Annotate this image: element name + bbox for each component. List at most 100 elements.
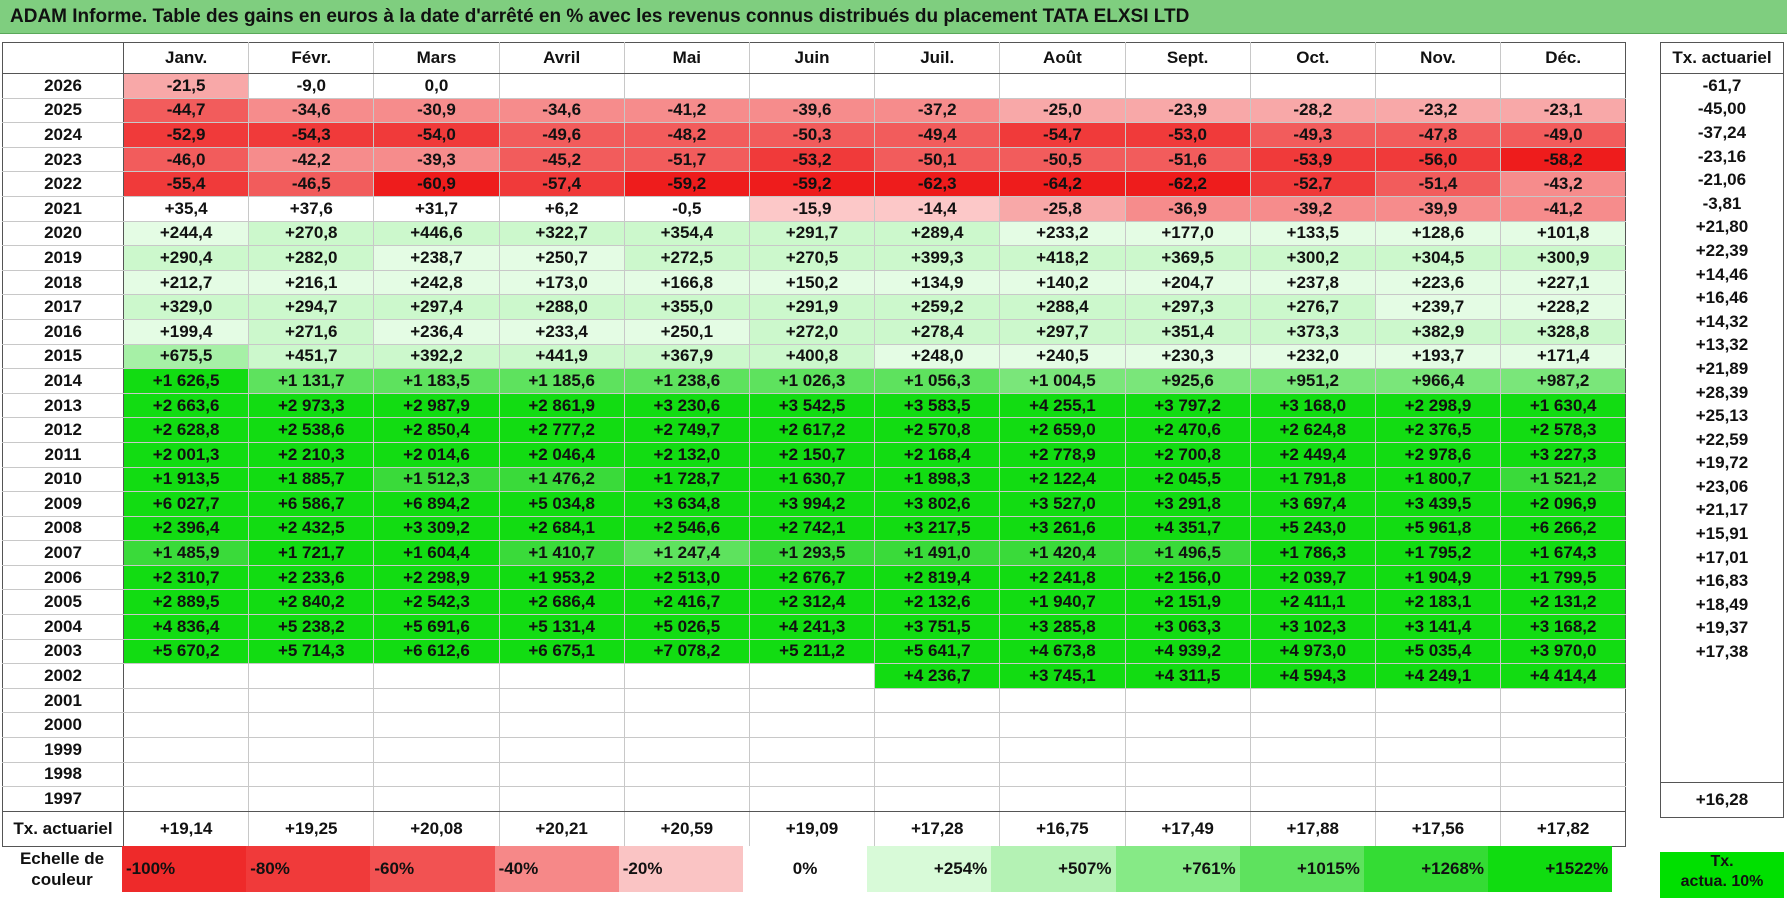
scale-swatch: +761% (1115, 846, 1240, 892)
table-row: 2018 +212,7 +216,1 +242,8 +173,0 +166,8 +150,2… (2, 269, 1627, 296)
gain-cell: +291,7 (748, 220, 876, 247)
year-cell: 2010 (2, 466, 124, 493)
gain-cell: +2 411,1 (1249, 589, 1376, 616)
year-cell: 1999 (2, 737, 124, 763)
side-tx-cell: +19,37 (1660, 616, 1784, 641)
gain-cell (623, 786, 750, 812)
gain-cell: -23,2 (1374, 97, 1502, 124)
side-header: Tx. actuariel (1660, 42, 1784, 74)
side-tx-cell (1660, 687, 1784, 712)
gain-cell (1249, 737, 1376, 763)
gain-cell: +291,9 (748, 294, 876, 320)
table-row: 2010 +1 913,5 +1 885,7 +1 512,3 +1 476,2 +1 7… (2, 466, 1627, 493)
gain-cell: +3 751,5 (874, 614, 1001, 640)
gain-cell: +3 168,0 (1249, 392, 1376, 419)
gain-cell: -23,9 (1124, 97, 1251, 124)
gain-cell: -60,9 (373, 171, 500, 197)
year-cell: 2023 (2, 146, 124, 173)
footer-cell: +17,56 (1374, 810, 1502, 847)
gain-cell: +35,4 (122, 195, 250, 222)
table-row: 2003 +5 670,2 +5 714,3 +6 612,6 +6 675,1 +7 0… (2, 638, 1627, 665)
gain-cell: +3 797,2 (1124, 392, 1251, 419)
gain-cell: -50,5 (999, 146, 1126, 173)
gain-cell: -45,2 (498, 146, 625, 173)
gain-cell (1374, 712, 1502, 739)
side-tx-cell: +21,17 (1660, 498, 1784, 523)
gain-cell: +3 285,8 (999, 614, 1126, 640)
gain-cell: -58,2 (1500, 146, 1627, 173)
gain-cell: +2 150,7 (748, 441, 876, 468)
gain-cell: +1 491,0 (874, 540, 1001, 566)
gain-cell (1500, 73, 1627, 99)
gain-cell: +259,2 (874, 294, 1001, 320)
gain-cell: +1 420,4 (999, 540, 1126, 566)
year-cell: 2001 (2, 687, 124, 714)
gain-cell: +322,7 (498, 220, 625, 247)
side-tx-cell: +23,06 (1660, 475, 1784, 499)
gain-cell (122, 761, 250, 788)
gain-cell: +223,6 (1374, 269, 1502, 296)
gain-cell (874, 737, 1001, 763)
gain-cell (248, 761, 375, 788)
gain-cell (122, 786, 250, 812)
gain-cell (1124, 761, 1251, 788)
year-cell: 2007 (2, 540, 124, 566)
year-cell: 1997 (2, 786, 124, 812)
gain-cell: +2 889,5 (122, 589, 250, 616)
gain-cell: -49,0 (1500, 122, 1627, 148)
gain-cell: +2 578,3 (1500, 417, 1627, 443)
gain-cell: +228,2 (1500, 294, 1627, 320)
gain-cell: +2 151,9 (1124, 589, 1251, 616)
gain-cell: +3 291,8 (1124, 491, 1251, 517)
gain-cell: +4 414,4 (1500, 663, 1627, 689)
gain-cell (498, 73, 625, 99)
gain-cell: +2 298,9 (373, 564, 500, 591)
gain-cell: +272,5 (623, 245, 750, 271)
gain-cell: +300,2 (1249, 245, 1376, 271)
footer-cell: +20,08 (373, 810, 500, 847)
gain-cell: +4 249,1 (1374, 663, 1502, 689)
gain-cell: +31,7 (373, 195, 500, 222)
year-cell: 2017 (2, 294, 124, 320)
gain-cell (498, 712, 625, 739)
gain-cell: +3 141,4 (1374, 614, 1502, 640)
gain-cell (748, 73, 876, 99)
scale-swatch: +254% (867, 846, 992, 892)
gain-cell: -54,7 (999, 122, 1126, 148)
gain-cell: -49,6 (498, 122, 625, 148)
gain-cell: +2 538,6 (248, 417, 375, 443)
gain-cell: +2 376,5 (1374, 417, 1502, 443)
side-tx-cell: +17,01 (1660, 545, 1784, 570)
page-title: ADAM Informe. Table des gains en euros à… (0, 0, 1787, 34)
gain-cell (623, 761, 750, 788)
gain-cell (1124, 786, 1251, 812)
gain-cell: +399,3 (874, 245, 1001, 271)
gain-cell: +3 542,5 (748, 392, 876, 419)
gain-cell: +101,8 (1500, 220, 1627, 247)
year-cell: 2000 (2, 712, 124, 739)
gain-cell: +2 570,8 (874, 417, 1001, 443)
gain-cell: +392,2 (373, 343, 500, 370)
gain-cell: +328,8 (1500, 318, 1627, 345)
table-row: 2021 +35,4 +37,6 +31,7 +6,2 -0,5 -15,9 -14,4 -25… (2, 195, 1627, 222)
gain-cell: -39,9 (1374, 195, 1502, 222)
gain-cell (248, 687, 375, 714)
gain-cell: +294,7 (248, 294, 375, 320)
gain-cell (1124, 712, 1251, 739)
gain-cell: +236,4 (373, 318, 500, 345)
gain-cell: +4 255,1 (999, 392, 1126, 419)
gain-cell: +1 026,3 (748, 368, 876, 394)
gain-cell: +248,0 (874, 343, 1001, 370)
gain-cell: +270,5 (748, 245, 876, 271)
gain-cell (1500, 687, 1627, 714)
footer-cell: +19,14 (122, 810, 250, 847)
gain-cell: +5 670,2 (122, 638, 250, 665)
side-tx-cell (1660, 711, 1784, 735)
gain-cell (373, 663, 500, 689)
gain-cell: +2 778,9 (999, 441, 1126, 468)
gain-cell: +171,4 (1500, 343, 1627, 370)
scale-swatch: -60% (370, 846, 495, 892)
gain-cell: +6 894,2 (373, 491, 500, 517)
gain-cell: -49,4 (874, 122, 1001, 148)
gain-cell (122, 712, 250, 739)
